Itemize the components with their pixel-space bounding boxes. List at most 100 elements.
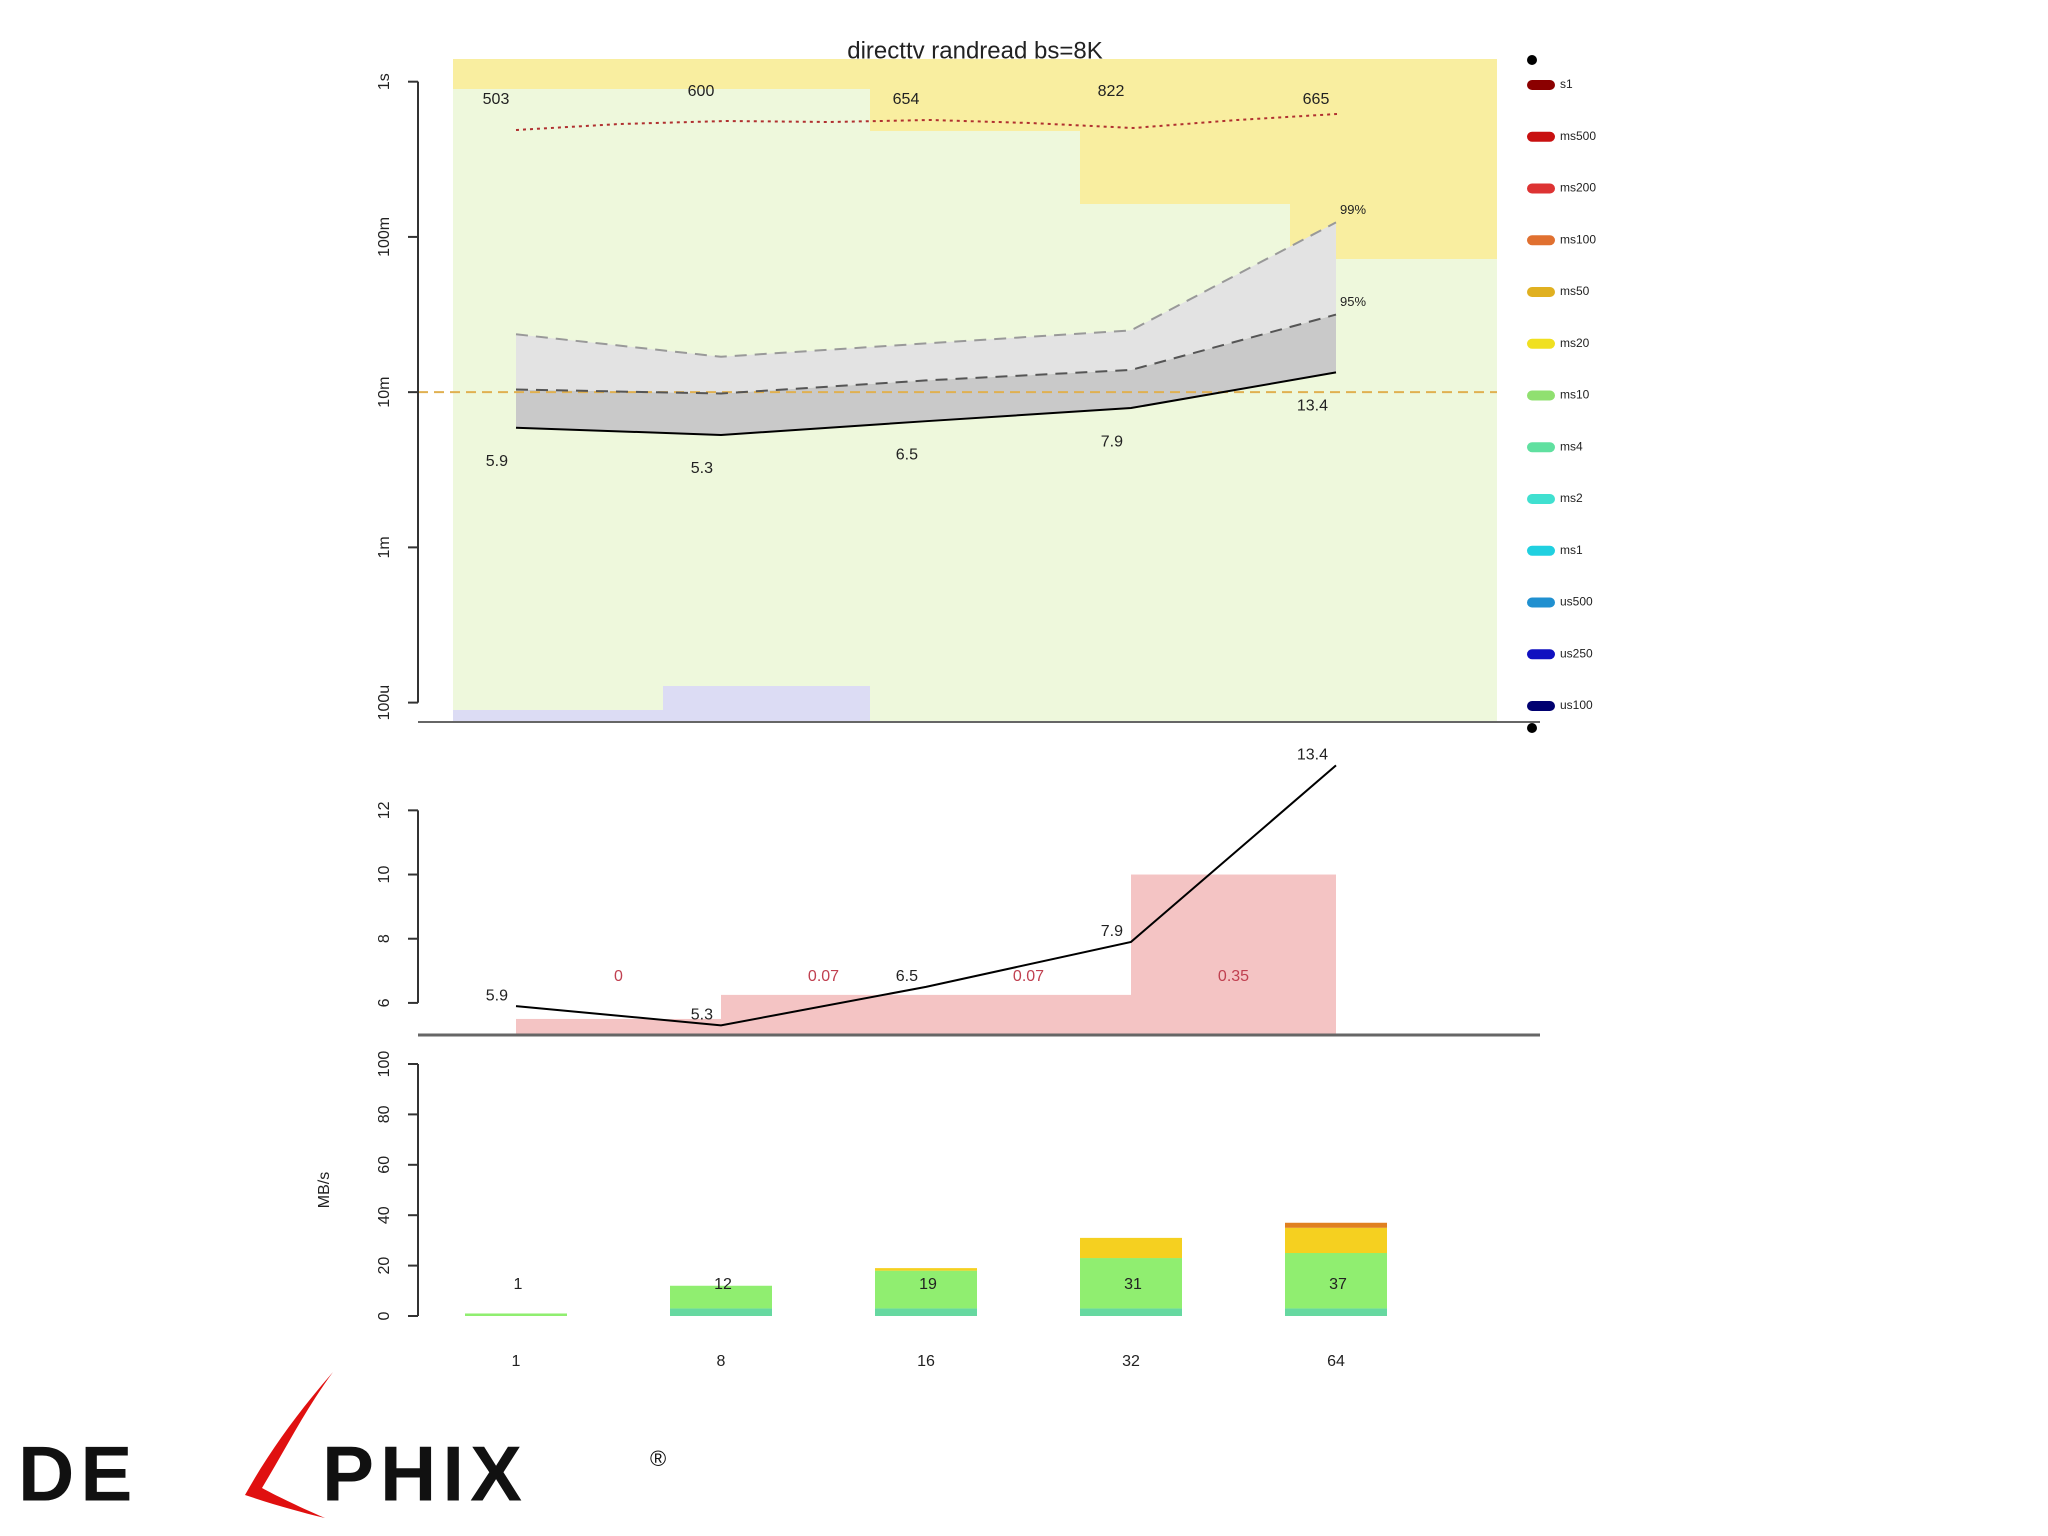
legend-swatch: [1527, 494, 1555, 504]
bar: [721, 994, 926, 1035]
y-tick-label: 1m: [376, 536, 393, 558]
x-tick-label: 16: [917, 1353, 935, 1370]
legend-swatch: [1527, 390, 1555, 401]
background-band: [453, 710, 663, 722]
data-label: 5.3: [691, 1007, 713, 1024]
data-label: 13.4: [1297, 747, 1328, 764]
annotation: 503: [483, 91, 510, 108]
background-band: [1290, 59, 1497, 259]
line: [515, 221, 1337, 358]
legend-label: ms2: [1560, 491, 1583, 505]
data-label: 6.5: [896, 968, 918, 985]
bar-segment: [1285, 1227, 1387, 1253]
legend-label: ms100: [1560, 232, 1596, 246]
legend-label: us100: [1560, 698, 1593, 712]
legend-label: ms1: [1560, 543, 1583, 557]
legend-swatch: [1527, 183, 1555, 194]
background-band: [663, 686, 870, 722]
total-label: 31: [1124, 1276, 1142, 1293]
line: [515, 371, 1337, 436]
legend-label: us500: [1560, 595, 1593, 609]
y-tick-label: 1s: [376, 73, 393, 90]
legend-dot: [1527, 55, 1537, 65]
bar-label: 0: [614, 968, 623, 985]
legend-swatch: [1527, 80, 1555, 90]
y-tick-label: 10m: [376, 377, 393, 408]
legend-swatch: [1527, 649, 1555, 660]
bar-label: 0.35: [1218, 968, 1249, 985]
legend-label: ms20: [1560, 336, 1590, 350]
total-label: 19: [919, 1276, 937, 1293]
legend-label: ms4: [1560, 439, 1583, 453]
data-label: 7.9: [1101, 433, 1123, 450]
band: [516, 314, 1336, 435]
legend-label: ms200: [1560, 181, 1596, 195]
total-label: 1: [514, 1276, 523, 1293]
y-tick-label: 100u: [376, 685, 393, 721]
annotation: 600: [688, 83, 715, 100]
dotted-line: [515, 113, 1338, 131]
y-tick-label: 10: [376, 866, 393, 884]
bar-segment: [1285, 1308, 1387, 1316]
legend-swatch: [1527, 597, 1555, 608]
y-tick-label: 80: [376, 1105, 393, 1123]
legend-swatch: [1527, 131, 1555, 142]
y-tick-label: 60: [376, 1156, 393, 1174]
legend-label: ms10: [1560, 388, 1590, 402]
bar: [1131, 874, 1336, 1035]
legend-swatch: [1527, 545, 1555, 556]
x-tick-label: 32: [1122, 1353, 1140, 1370]
y-tick-label: 100: [376, 1051, 393, 1078]
series-label: 99%: [1340, 202, 1366, 217]
data-label: 5.9: [486, 987, 508, 1004]
x-tick-label: 64: [1327, 1353, 1345, 1370]
bar: [516, 1018, 721, 1035]
data-label: 5.9: [486, 453, 508, 470]
y-tick-label: 100m: [376, 217, 393, 257]
x-tick-label: 8: [717, 1353, 726, 1370]
logo-swoosh: [245, 1372, 333, 1518]
series-label: 95%: [1340, 294, 1366, 309]
y-tick-label: 40: [376, 1206, 393, 1224]
legend-label: ms500: [1560, 129, 1596, 143]
logo-left: DE: [18, 1430, 138, 1518]
legend-label: ms50: [1560, 284, 1590, 298]
data-label: 13.4: [1297, 398, 1328, 415]
bar-segment: [670, 1285, 772, 1309]
bar: [926, 994, 1131, 1035]
bar-segment: [875, 1308, 977, 1316]
legend-dot: [1527, 723, 1537, 733]
total-label: 12: [714, 1276, 732, 1293]
logo-right: PHIX: [322, 1430, 528, 1518]
legend-swatch: [1527, 338, 1555, 349]
data-label: 6.5: [896, 446, 918, 463]
chart-title: directtv randread bs=8K: [847, 37, 1102, 64]
y-tick-label: 12: [376, 801, 393, 819]
band: [516, 222, 1336, 394]
bar-segment: [1285, 1222, 1387, 1228]
line: [515, 313, 1337, 395]
bar-segment: [1285, 1253, 1387, 1309]
legend-swatch: [1527, 701, 1555, 711]
legend-label: us250: [1560, 646, 1593, 660]
legend-swatch: [1527, 287, 1555, 297]
bar-label: 0.07: [808, 968, 839, 985]
y-tick-label: 8: [376, 934, 393, 943]
x-tick-label: 1: [512, 1353, 521, 1370]
line: [515, 764, 1337, 1027]
y-axis-label: MB/s: [316, 1172, 333, 1208]
data-label: 7.9: [1101, 923, 1123, 940]
bar-segment: [1080, 1258, 1182, 1309]
bar-segment: [1080, 1308, 1182, 1316]
y-tick-label: 20: [376, 1257, 393, 1275]
y-tick-label: 6: [376, 998, 393, 1007]
bar-segment: [1080, 1237, 1182, 1259]
annotation: 665: [1303, 91, 1330, 108]
y-tick-label: 0: [376, 1311, 393, 1320]
annotation: 822: [1098, 83, 1125, 100]
legend-label: s1: [1560, 77, 1573, 91]
bar-segment: [875, 1268, 977, 1271]
data-label: 5.3: [691, 460, 713, 477]
annotation: 654: [893, 91, 920, 108]
